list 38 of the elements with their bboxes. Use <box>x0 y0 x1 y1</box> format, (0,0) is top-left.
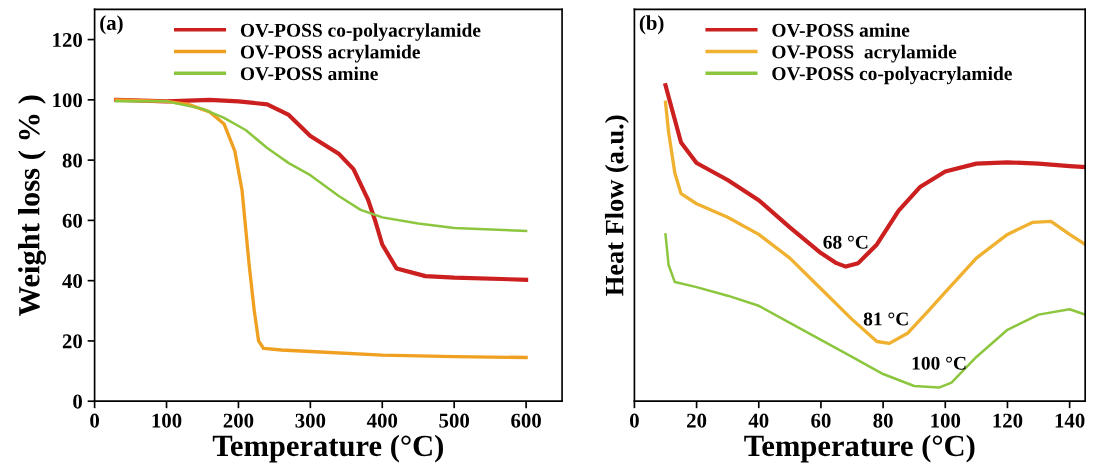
legend-label: OV-POSS amine <box>772 23 910 37</box>
x-tick-label: 100 <box>931 413 961 428</box>
x-tick-label: 80 <box>873 413 893 428</box>
x-tick-label: 20 <box>687 413 707 428</box>
x-tick-label: 40 <box>748 413 769 428</box>
x-axis-title: Temperature (°C) <box>212 434 444 463</box>
y-tick-label: 60 <box>62 213 83 228</box>
legend-label: OV-POSS co-polyacrylamide <box>240 23 481 41</box>
y-tick-label: 20 <box>62 334 83 349</box>
y-tick-label: 100 <box>53 93 83 108</box>
x-tick-label: 120 <box>993 413 1023 428</box>
x-tick-label: 200 <box>223 413 254 428</box>
x-tick-label: 100 <box>152 413 182 428</box>
x-tick-label: 600 <box>511 413 541 428</box>
y-axis-title: Heat Flow (a.u.) <box>604 115 629 296</box>
annotation: 68 °C <box>823 235 868 249</box>
legend-label: OV-POSS acrylamide <box>772 44 957 63</box>
annotation: 100 °C <box>912 356 966 370</box>
x-tick-label: 500 <box>439 413 470 428</box>
x-axis-title: Temperature (°C) <box>744 434 975 463</box>
x-tick-label: 300 <box>295 413 326 428</box>
x-tick-label: 60 <box>811 413 831 428</box>
x-tick-label: 0 <box>630 413 639 428</box>
x-tick-label: 0 <box>90 413 100 428</box>
y-tick-label: 0 <box>73 394 83 409</box>
annotation: 81 °C <box>863 312 908 326</box>
legend-label: OV-POSS acrylamide <box>240 44 420 63</box>
y-tick-label: 40 <box>62 274 83 289</box>
x-tick-label: 400 <box>366 413 398 428</box>
y-tick-label: 80 <box>62 153 83 168</box>
legend-label: OV-POSS amine <box>240 66 378 81</box>
y-axis-title: Weight loss ( % ) <box>18 95 46 317</box>
x-tick-label: 140 <box>1055 413 1085 428</box>
line-series <box>114 100 528 233</box>
y-tick-label: 120 <box>53 32 83 48</box>
annotation: (a) <box>100 15 123 35</box>
legend-label: OV-POSS co-polyacrylamide <box>772 66 1012 85</box>
text: (b) <box>639 15 664 35</box>
